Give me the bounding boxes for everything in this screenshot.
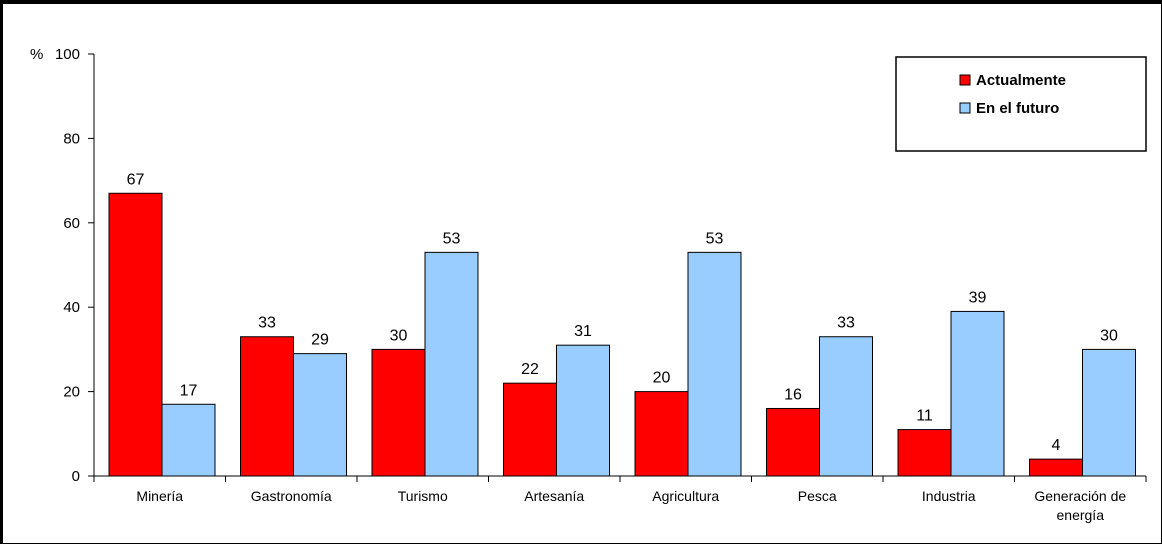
bar-en-el-futuro [687, 251, 742, 477]
data-label: 53 [443, 230, 461, 247]
bar-en-el-futuro [950, 310, 1005, 477]
x-tick-label: Minería [136, 488, 183, 504]
bars [108, 192, 1136, 477]
x-tick-label-line: Turismo [398, 488, 448, 504]
bar-actualmente [371, 348, 426, 477]
data-label: 16 [784, 386, 802, 403]
y-tick-label: 60 [63, 215, 80, 232]
y-axis-label: % [30, 46, 43, 63]
data-label: 17 [180, 382, 198, 399]
x-tick-label-line: energía [1057, 507, 1105, 523]
legend-label-actualmente: Actualmente [976, 72, 1066, 89]
x-tick-label-line: Agricultura [652, 488, 719, 504]
data-label: 22 [521, 361, 539, 378]
data-label: 29 [311, 332, 329, 349]
data-label: 31 [574, 323, 592, 340]
data-label: 53 [706, 230, 724, 247]
data-label: 4 [1052, 437, 1061, 454]
bar-actualmente [503, 382, 557, 477]
bar-actualmente [634, 391, 689, 477]
data-label: 30 [390, 327, 408, 344]
legend-box [895, 56, 1147, 152]
data-label: 20 [653, 370, 671, 387]
bar-actualmente [766, 407, 820, 477]
y-tick-label: 80 [63, 130, 80, 147]
labels: 67 17 Minería 33 29 Gastronomía 30 53 Turismo 22 3… [127, 171, 1127, 523]
x-tick-label-line: Generación de [1034, 488, 1126, 504]
bar-en-el-futuro [819, 336, 873, 477]
data-label: 33 [258, 315, 276, 332]
bar-en-el-futuro [1082, 348, 1136, 477]
legend-label-en-el-futuro: En el futuro [976, 100, 1059, 117]
data-label: 11 [916, 408, 933, 425]
bar-en-el-futuro [424, 251, 479, 477]
bar-actualmente [240, 336, 294, 477]
x-tick-label-line: Industria [922, 488, 976, 504]
data-label: 30 [1100, 327, 1118, 344]
x-tick-label: Turismo [398, 488, 448, 504]
data-label: 33 [837, 315, 855, 332]
data-label: 67 [127, 171, 145, 188]
y-tick-label: 20 [63, 384, 80, 401]
legend-swatch-actualmente [959, 74, 971, 86]
bar-en-el-futuro [293, 353, 347, 477]
y-tick-label: 40 [63, 299, 80, 316]
x-tick-label-line: Gastronomía [251, 488, 332, 504]
x-tick-label-line: Minería [136, 488, 183, 504]
data-label: 39 [969, 289, 987, 306]
x-tick-label-line: Pesca [798, 488, 837, 504]
bar-actualmente [897, 429, 952, 477]
x-tick-label: Pesca [798, 488, 837, 504]
x-tick-label: Gastronomía [251, 488, 332, 504]
bar-actualmente [108, 192, 163, 477]
x-tick-label-line: Artesanía [524, 488, 584, 504]
x-tick-label: Agricultura [652, 488, 719, 504]
x-tick-label: Generación de energía [1034, 488, 1126, 523]
bar-actualmente [1029, 458, 1083, 477]
x-tick-label: Industria [922, 488, 976, 504]
x-tick-label: Artesanía [524, 488, 584, 504]
y-tick-label: 0 [72, 468, 80, 485]
y-tick-label: 100 [55, 46, 80, 63]
bar-en-el-futuro [161, 403, 216, 477]
legend: Actualmente En el futuro [895, 56, 1147, 152]
legend-swatch-en-el-futuro [959, 102, 971, 114]
bar-en-el-futuro [556, 344, 610, 477]
